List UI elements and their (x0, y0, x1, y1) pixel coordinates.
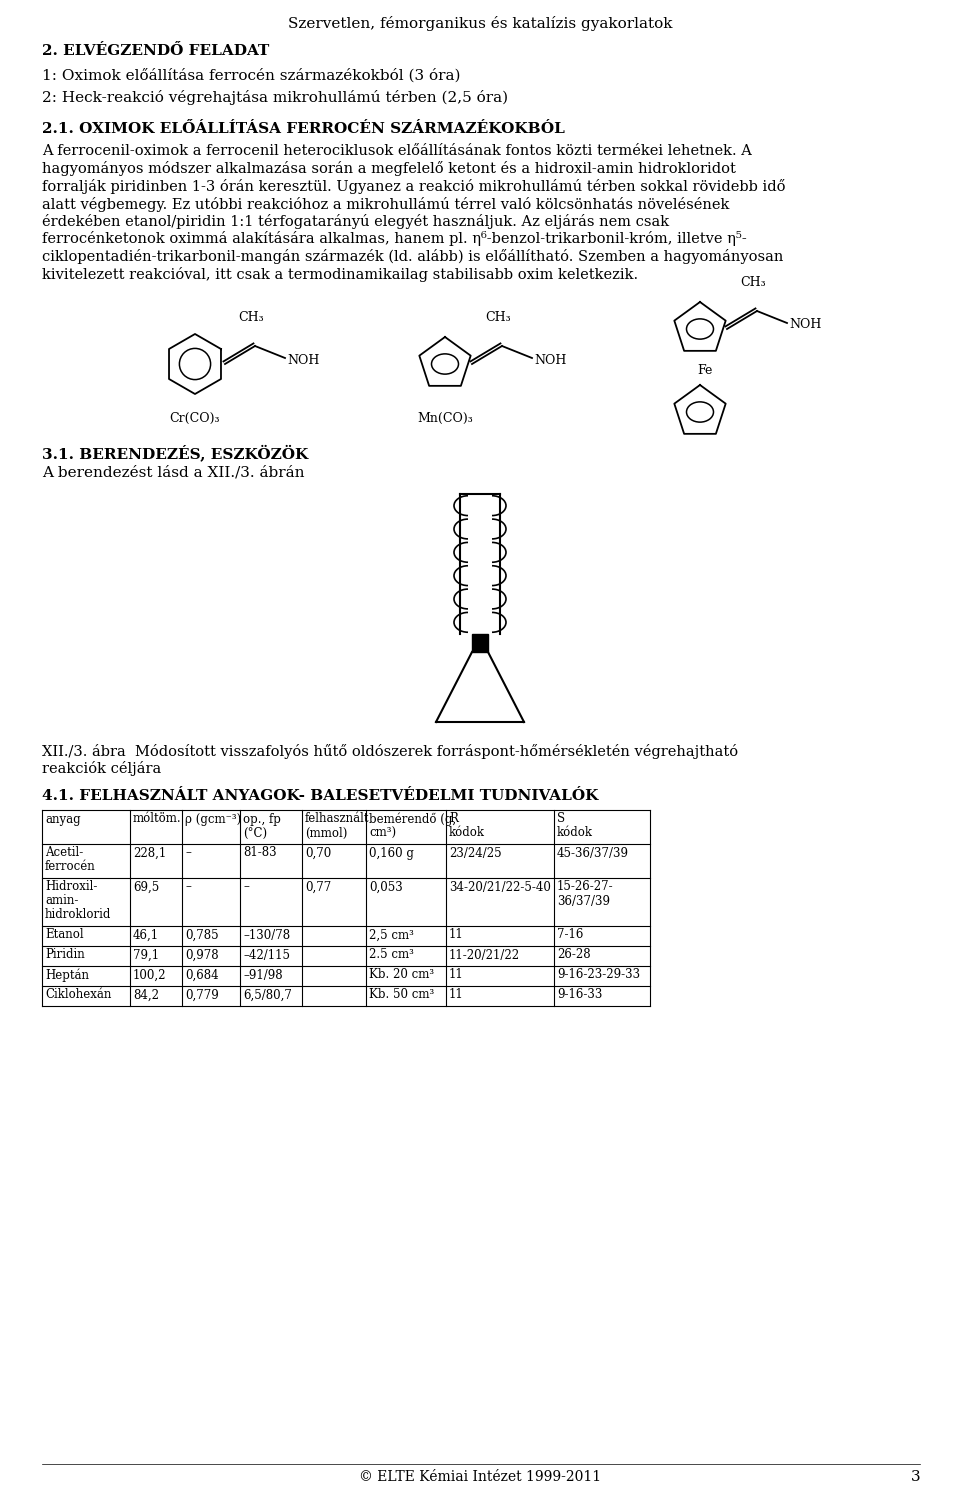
Text: reakciók céljára: reakciók céljára (42, 761, 161, 776)
Text: CH₃: CH₃ (485, 311, 511, 324)
Bar (472, 635, 488, 652)
Text: kódok: kódok (449, 827, 485, 839)
Text: kivitelezett reakcióval, itt csak a termodinamikailag stabilisabb oxim keletkezi: kivitelezett reakcióval, itt csak a term… (42, 266, 638, 282)
Text: 0,70: 0,70 (305, 847, 331, 860)
Text: 15-26-27-: 15-26-27- (557, 881, 613, 893)
Text: Kb. 20 cm³: Kb. 20 cm³ (369, 969, 434, 981)
Text: R: R (449, 812, 458, 826)
Text: 2. ELVÉGZENDŐ FELADAT: 2. ELVÉGZENDŐ FELADAT (42, 43, 269, 58)
Text: op., fp: op., fp (243, 812, 281, 826)
Text: Kb. 50 cm³: Kb. 50 cm³ (369, 988, 434, 1002)
Text: 34-20/21/22-5-40: 34-20/21/22-5-40 (449, 881, 551, 893)
Text: 0,053: 0,053 (369, 881, 403, 893)
Text: ρ (gcm⁻³): ρ (gcm⁻³) (185, 812, 241, 826)
Text: Mn(CO)₃: Mn(CO)₃ (418, 412, 473, 426)
Text: Fe: Fe (697, 364, 712, 378)
Text: –: – (243, 881, 249, 893)
Text: 2.1. OXIMOK ELŐÁLLÍTÁSA FERROCÉN SZÁRMAZÉKOKBÓL: 2.1. OXIMOK ELŐÁLLÍTÁSA FERROCÉN SZÁRMAZ… (42, 122, 564, 136)
Text: Cr(CO)₃: Cr(CO)₃ (170, 412, 220, 426)
Text: 100,2: 100,2 (133, 969, 166, 981)
Text: 79,1: 79,1 (133, 948, 159, 961)
Text: –130/78: –130/78 (243, 929, 290, 942)
Text: ciklopentadién-trikarbonil-mangán származék (ld. alább) is előállítható. Szemben: ciklopentadién-trikarbonil-mangán szárma… (42, 249, 783, 264)
Text: CH₃: CH₃ (238, 311, 264, 324)
Text: forralják piridinben 1-3 órán keresztül. Ugyanez a reakció mikrohullámú térben s: forralják piridinben 1-3 órán keresztül.… (42, 179, 785, 194)
Text: móltöm.: móltöm. (133, 812, 181, 826)
Text: Piridin: Piridin (45, 948, 84, 961)
Text: 0,785: 0,785 (185, 929, 219, 942)
Text: © ELTE Kémiai Intézet 1999-2011: © ELTE Kémiai Intézet 1999-2011 (359, 1471, 601, 1484)
Text: XII./3. ábra  Módosított visszafolyós hűtő oldószerek forráspont-hőmérsékletén v: XII./3. ábra Módosított visszafolyós hűt… (42, 744, 738, 758)
Text: 84,2: 84,2 (133, 988, 159, 1002)
Text: 36/37/39: 36/37/39 (557, 894, 610, 908)
Text: 9-16-23-29-33: 9-16-23-29-33 (557, 969, 640, 981)
Text: 2,5 cm³: 2,5 cm³ (369, 929, 414, 942)
Text: hidroklorid: hidroklorid (45, 909, 111, 921)
Text: 3: 3 (910, 1471, 920, 1484)
Text: 11: 11 (449, 929, 464, 942)
Text: 0,684: 0,684 (185, 969, 219, 981)
Text: Ciklohexán: Ciklohexán (45, 988, 111, 1002)
Text: ferrocén: ferrocén (45, 860, 96, 873)
Text: 0,779: 0,779 (185, 988, 219, 1002)
Text: 11-20/21/22: 11-20/21/22 (449, 948, 520, 961)
Text: 0,160 g: 0,160 g (369, 847, 414, 860)
Text: 11: 11 (449, 988, 464, 1002)
Text: 23/24/25: 23/24/25 (449, 847, 502, 860)
Text: anyag: anyag (45, 812, 81, 826)
Text: CH₃: CH₃ (740, 276, 766, 290)
Text: 6,5/80,7: 6,5/80,7 (243, 988, 292, 1002)
Text: –: – (185, 847, 191, 860)
Text: 4.1. FELHASZNÁLT ANYAGOK- BALESETVÉDELMI TUDNIVALÓK: 4.1. FELHASZNÁLT ANYAGOK- BALESETVÉDELMI… (42, 790, 598, 803)
Text: 0,978: 0,978 (185, 948, 219, 961)
Text: Szervetlen, fémorganikus és katalízis gyakorlatok: Szervetlen, fémorganikus és katalízis gy… (288, 16, 672, 31)
Text: (mmol): (mmol) (305, 827, 348, 839)
Text: Heptán: Heptán (45, 969, 89, 982)
Text: (°C): (°C) (243, 827, 267, 839)
Text: 45-36/37/39: 45-36/37/39 (557, 847, 629, 860)
Text: 1: Oximok előállítása ferrocén származékokból (3 óra): 1: Oximok előállítása ferrocén származék… (42, 69, 461, 82)
Text: –: – (185, 881, 191, 893)
Text: 0,77: 0,77 (305, 881, 331, 893)
Text: cm³): cm³) (369, 827, 396, 839)
Text: 46,1: 46,1 (133, 929, 159, 942)
Text: amin-: amin- (45, 894, 79, 908)
Text: S: S (557, 812, 565, 826)
Text: 2.5 cm³: 2.5 cm³ (369, 948, 414, 961)
Text: 81-83: 81-83 (243, 847, 276, 860)
Text: alatt végbemegy. Ez utóbbi reakcióhoz a mikrohullámú térrel való kölcsönhatás nö: alatt végbemegy. Ez utóbbi reakcióhoz a … (42, 197, 730, 212)
Text: 7-16: 7-16 (557, 929, 584, 942)
Text: 11: 11 (449, 969, 464, 981)
Text: Etanol: Etanol (45, 929, 84, 942)
Text: NOH: NOH (789, 318, 822, 331)
Text: 3.1. BERENDEZÉS, ESZKÖZÖK: 3.1. BERENDEZÉS, ESZKÖZÖK (42, 443, 308, 461)
Text: ferrocénketonok oximmá alakítására alkalmas, hanem pl. η⁶-benzol-trikarbonil-kró: ferrocénketonok oximmá alakítására alkal… (42, 231, 747, 246)
Text: 26-28: 26-28 (557, 948, 590, 961)
Text: 2: Heck-reakció végrehajtása mikrohullámú térben (2,5 óra): 2: Heck-reakció végrehajtása mikrohullám… (42, 90, 508, 105)
Text: hagyományos módszer alkalmazása során a megfelelő ketont és a hidroxil-amin hidr: hagyományos módszer alkalmazása során a … (42, 161, 736, 176)
Text: 9-16-33: 9-16-33 (557, 988, 602, 1002)
Text: NOH: NOH (534, 354, 566, 366)
Text: Hidroxil-: Hidroxil- (45, 881, 97, 893)
Text: 69,5: 69,5 (133, 881, 159, 893)
Text: felhasznált: felhasznált (305, 812, 370, 826)
Text: NOH: NOH (287, 354, 320, 366)
Text: A berendezést lásd a XII./3. ábrán: A berendezést lásd a XII./3. ábrán (42, 466, 304, 481)
Text: 228,1: 228,1 (133, 847, 166, 860)
Text: Acetil-: Acetil- (45, 847, 84, 860)
Text: kódok: kódok (557, 827, 593, 839)
Text: A ferrocenil-oximok a ferrocenil heterociklusok előállításának fontos közti term: A ferrocenil-oximok a ferrocenil heteroc… (42, 143, 752, 158)
Text: –42/115: –42/115 (243, 948, 290, 961)
Text: érdekében etanol/piridin 1:1 térfogatarányú elegyét használjuk. Az eljárás nem c: érdekében etanol/piridin 1:1 térfogatará… (42, 213, 669, 228)
Text: –91/98: –91/98 (243, 969, 282, 981)
Text: bemérendő (g,: bemérendő (g, (369, 812, 456, 826)
